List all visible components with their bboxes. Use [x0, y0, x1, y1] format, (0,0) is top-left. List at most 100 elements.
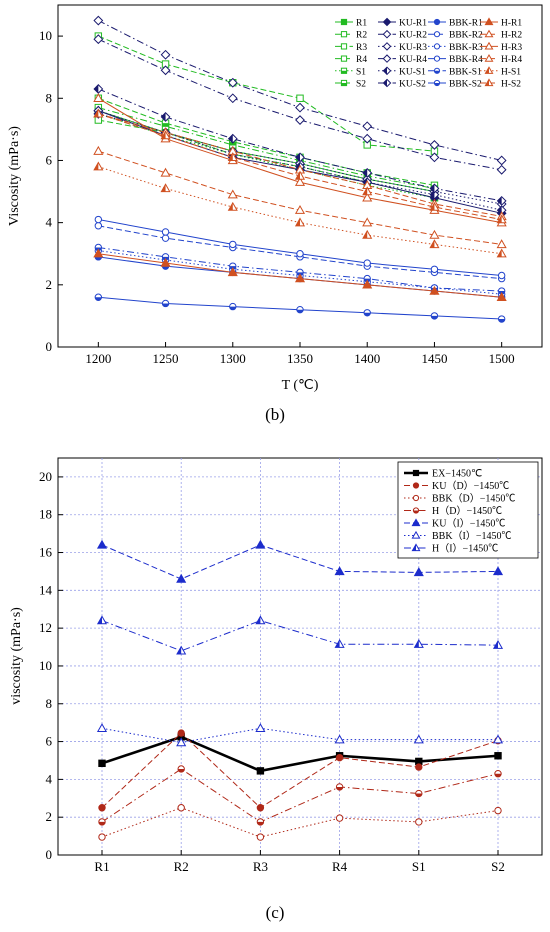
legend: EX−1450℃KU（D）−1450℃BBK（D）−1450℃H（D）−1450…: [397, 461, 539, 559]
data-point: [176, 573, 187, 583]
data-point: [255, 539, 266, 549]
y-tick-label: 6: [46, 152, 53, 167]
y-tick-label: 16: [39, 545, 53, 560]
series-line-group: [98, 765, 502, 826]
data-point: [412, 469, 420, 477]
legend-label: R4: [356, 55, 367, 65]
legend-label: BBK-S2: [449, 80, 482, 90]
series-r4: [94, 32, 439, 155]
data-point-fill: [162, 123, 169, 127]
y-tick-label: 8: [46, 90, 53, 105]
legend-item: KU-R1: [378, 17, 427, 29]
data-point-fill: [295, 171, 300, 180]
data-point-fill: [94, 162, 99, 170]
data-point: [160, 257, 171, 267]
legend-label: KU-R1: [399, 19, 427, 29]
series-line: [98, 219, 502, 276]
data-point: [294, 177, 306, 186]
legend-label: KU-R4: [399, 55, 427, 65]
data-point: [413, 734, 424, 744]
data-point: [93, 145, 104, 155]
y-tick-label: 0: [46, 339, 53, 354]
data-point-fill: [161, 112, 166, 122]
legend-item: H-R3: [480, 41, 522, 53]
data-point-fill: [257, 821, 264, 826]
data-point: [363, 259, 371, 267]
x-tick-label: S2: [491, 859, 505, 874]
data-point: [256, 833, 265, 841]
data-point: [429, 229, 440, 239]
data-point-fill: [383, 67, 387, 75]
data-point-fill: [336, 786, 343, 791]
x-tick-label: R4: [332, 859, 348, 874]
plot-frame: [57, 457, 543, 856]
data-point: [415, 763, 423, 771]
legend-item: BBK（I）−1450℃: [404, 530, 512, 542]
legend-item: R4: [335, 55, 367, 65]
data-point: [433, 43, 441, 50]
legend-item: KU-R3: [378, 42, 427, 53]
data-point: [382, 54, 392, 63]
legend-label: KU（D）−1450℃: [432, 480, 509, 492]
data-point-fill: [430, 240, 435, 248]
data-point-fill: [414, 640, 419, 648]
x-tick-label: 1200: [85, 351, 111, 366]
data-point: [335, 753, 344, 762]
data-point-fill: [364, 312, 371, 316]
legend-item: H-R2: [480, 29, 522, 41]
legend-label: H-R1: [501, 19, 522, 29]
legend-label: KU-S2: [399, 80, 426, 90]
data-point: [413, 567, 424, 577]
data-point: [496, 239, 507, 249]
data-point: [161, 228, 170, 236]
data-point: [429, 152, 440, 163]
x-tick-label: S1: [412, 859, 426, 874]
legend-label: S2: [356, 80, 366, 90]
data-point-fill: [383, 79, 387, 87]
data-point: [429, 140, 440, 150]
data-point: [497, 271, 506, 280]
data-point: [362, 133, 373, 144]
data-point: [484, 41, 494, 50]
y-tick-label: 18: [39, 507, 52, 522]
legend-label: KU-R3: [399, 43, 427, 53]
series-line: [98, 20, 502, 161]
legend-label: KU（I）−1450℃: [432, 518, 505, 530]
series-ku-r2: [93, 15, 507, 166]
legend-item: H（D）−1450℃: [404, 505, 502, 517]
legend-item: KU-R4: [378, 54, 427, 65]
series-h-s2: [93, 108, 507, 224]
grid-lines: [58, 458, 542, 855]
data-point: [430, 265, 439, 273]
legend-label: KU-S1: [399, 67, 426, 77]
legend-label: H-S2: [501, 80, 521, 90]
legend-label: H-R2: [501, 31, 522, 41]
data-point-fill: [485, 79, 489, 86]
y-tick-label: 2: [46, 277, 53, 292]
data-point: [340, 43, 348, 50]
data-point-fill: [228, 153, 233, 161]
data-point: [177, 804, 185, 812]
data-point: [496, 155, 507, 166]
data-point-fill: [485, 67, 489, 74]
legend-label: S1: [356, 67, 366, 77]
data-point-fill: [497, 249, 502, 257]
legend-item: EX−1450℃: [404, 469, 482, 480]
data-point-fill: [256, 616, 261, 624]
series-group: [96, 539, 504, 841]
data-point-fill: [497, 196, 502, 206]
data-point: [93, 248, 104, 258]
legend-label: BBK（D）−1450℃: [432, 493, 515, 505]
series-line-group: [98, 733, 502, 775]
axis-ticks: 1200 1250 1300 1350 1400 1450 1500 0 2 4 6 8 10: [39, 28, 515, 366]
series-ku-s2: [93, 84, 507, 206]
series-h-r4: [93, 108, 507, 221]
series-line: [98, 113, 435, 199]
legend-item: BBK-S1: [428, 67, 482, 77]
y-axis-label: Viscosity (mPa·s): [7, 126, 22, 226]
legend-label: H-R3: [501, 43, 522, 53]
series-line: [98, 35, 435, 152]
data-point: [229, 240, 237, 249]
data-point: [412, 494, 420, 502]
